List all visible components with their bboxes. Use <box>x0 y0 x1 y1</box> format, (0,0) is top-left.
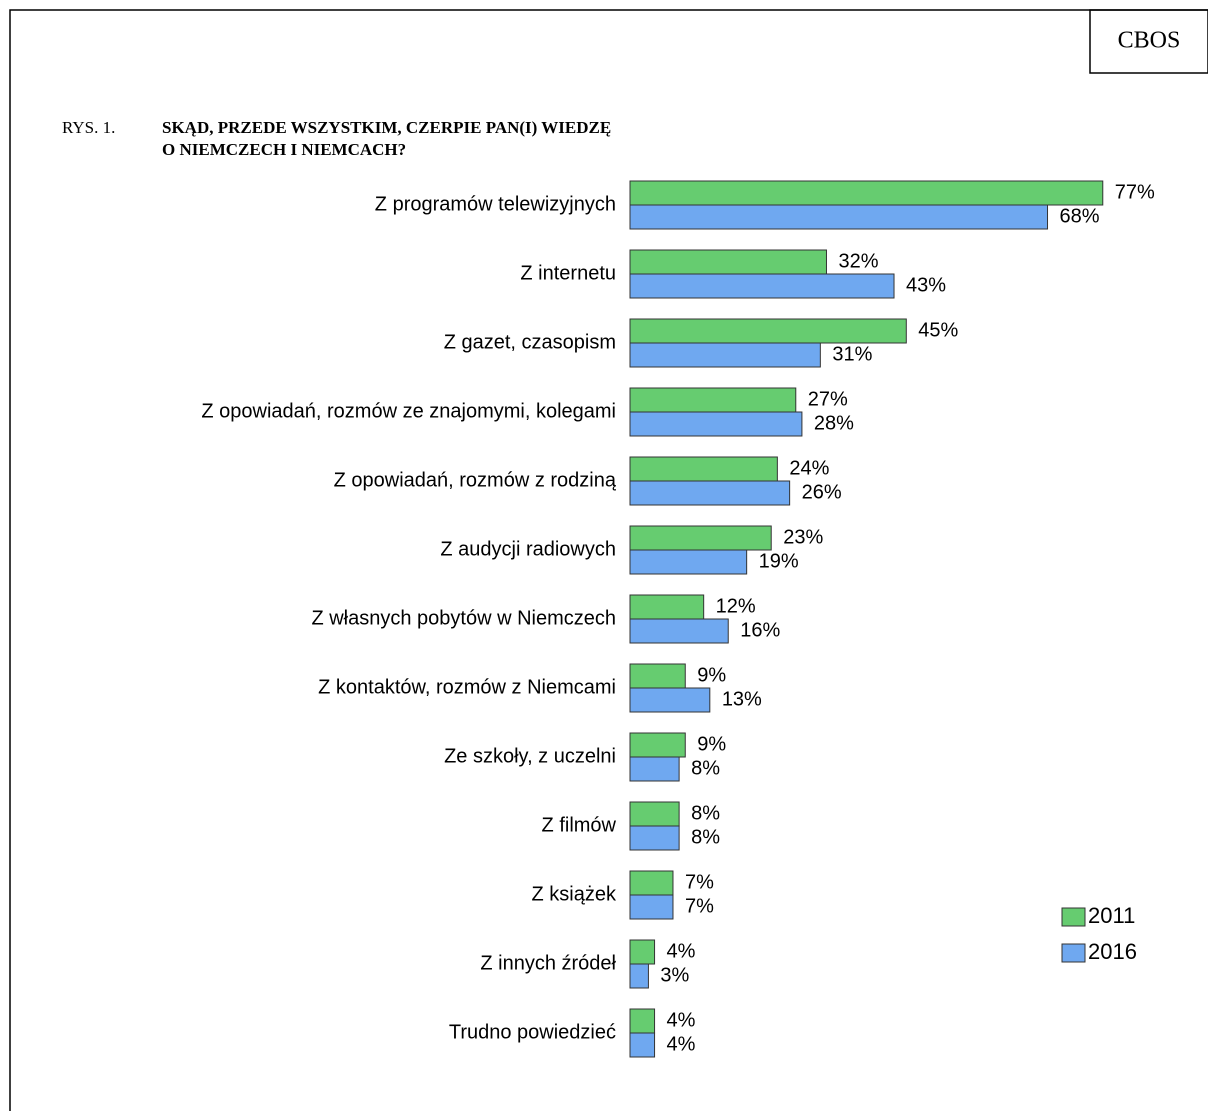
value-label: 27% <box>808 388 848 410</box>
value-label: 7% <box>685 871 714 893</box>
value-label: 31% <box>832 343 872 365</box>
bar <box>629 249 827 275</box>
value-label: 7% <box>685 895 714 917</box>
value-label: 28% <box>814 412 854 434</box>
bar <box>629 618 729 644</box>
value-label: 9% <box>697 733 726 755</box>
value-label: 13% <box>722 688 762 710</box>
bar <box>629 456 778 482</box>
value-label: 23% <box>783 526 823 548</box>
bar <box>629 594 705 620</box>
bar <box>629 663 686 689</box>
bar <box>629 939 656 965</box>
legend-label: 2016 <box>1088 939 1137 964</box>
figure-label: RYS. 1. <box>62 118 115 137</box>
bar <box>629 318 907 344</box>
bar <box>629 687 711 713</box>
value-label: 12% <box>716 595 756 617</box>
category-label: Z kontaktów, rozmów z Niemcami <box>318 676 616 698</box>
bar <box>629 894 674 920</box>
bar <box>629 870 674 896</box>
category-label: Z filmów <box>542 814 617 836</box>
bar <box>629 525 772 551</box>
category-label: Z książek <box>532 883 617 905</box>
value-label: 4% <box>667 940 696 962</box>
source-box <box>1089 9 1208 74</box>
value-label: 24% <box>789 457 829 479</box>
source: CBOS <box>1118 28 1181 54</box>
bar <box>629 180 1104 206</box>
value-label: 68% <box>1060 205 1100 227</box>
bar <box>629 963 649 989</box>
value-label: 26% <box>802 481 842 503</box>
category-label: Z opowiadań, rozmów z rodziną <box>334 469 617 491</box>
value-label: 4% <box>667 1009 696 1031</box>
value-label: 77% <box>1115 181 1155 203</box>
value-label: 4% <box>667 1033 696 1055</box>
legend-label: 2011 <box>1088 903 1135 928</box>
chart-title: SKĄD, PRZEDE WSZYSTKIM, CZERPIE PAN(I) W… <box>162 118 611 137</box>
value-label: 43% <box>906 274 946 296</box>
value-label: 19% <box>759 550 799 572</box>
value-label: 8% <box>691 826 720 848</box>
category-label: Z własnych pobytów w Niemczech <box>311 607 616 629</box>
value-label: 8% <box>691 757 720 779</box>
category-label: Z innych źródeł <box>480 952 616 974</box>
legend-swatch <box>1061 907 1086 927</box>
bar <box>629 825 680 851</box>
category-label: Ze szkoły, z uczelni <box>444 745 616 767</box>
category-label: Trudno powiedzieć <box>449 1021 616 1043</box>
category-label: Z internetu <box>520 262 616 284</box>
bar <box>629 480 791 506</box>
bar <box>629 387 797 413</box>
category-label: Z opowiadań, rozmów ze znajomymi, kolega… <box>201 400 616 422</box>
category-label: Z gazet, czasopism <box>444 331 616 353</box>
bar <box>629 732 686 758</box>
bar <box>629 549 748 575</box>
bar <box>629 411 803 437</box>
value-label: 32% <box>838 250 878 272</box>
bar <box>629 801 680 827</box>
frame <box>9 9 1208 1111</box>
bar <box>629 756 680 782</box>
bar <box>629 204 1049 230</box>
value-label: 3% <box>660 964 689 986</box>
legend-swatch <box>1061 943 1086 963</box>
chart-title: O NIEMCZECH I NIEMCACH? <box>162 140 406 159</box>
category-label: Z audycji radiowych <box>440 538 616 560</box>
value-label: 45% <box>918 319 958 341</box>
bar <box>629 1032 656 1058</box>
bar <box>629 342 821 368</box>
value-label: 9% <box>697 664 726 686</box>
category-label: Z programów telewizyjnych <box>375 193 616 215</box>
value-label: 16% <box>740 619 780 641</box>
bar <box>629 273 895 299</box>
value-label: 8% <box>691 802 720 824</box>
bar <box>629 1008 656 1034</box>
